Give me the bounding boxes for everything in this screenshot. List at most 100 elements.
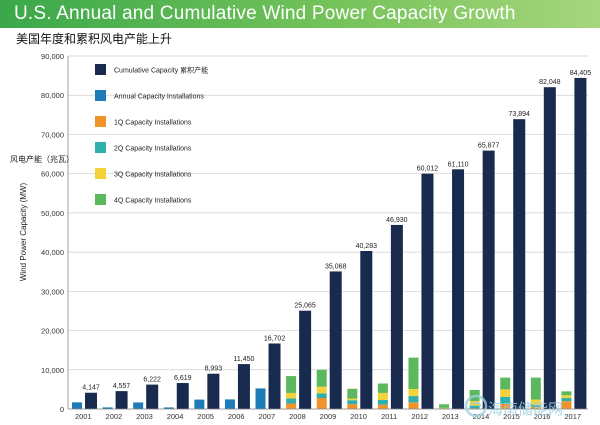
q3-bar-2008 bbox=[286, 392, 297, 399]
annual-bar-2003 bbox=[133, 402, 144, 409]
data-label-2016: 82,048 bbox=[539, 79, 561, 86]
x-tick-label: 2014 bbox=[473, 412, 490, 421]
x-tick-label: 2016 bbox=[534, 412, 551, 421]
data-label-2001: 4,147 bbox=[82, 385, 100, 392]
cumulative-bar-2001 bbox=[85, 392, 97, 409]
data-label-2003: 6,222 bbox=[143, 377, 161, 384]
legend-label-annual: Annual Capacity Installations bbox=[114, 94, 204, 101]
data-label-2007: 16,702 bbox=[264, 335, 286, 342]
q1-bar-2011 bbox=[377, 404, 388, 409]
q1-bar-2015 bbox=[500, 403, 511, 409]
x-tick-label: 2006 bbox=[228, 412, 245, 421]
x-tick-label: 2015 bbox=[503, 412, 520, 421]
cumulative-bar-2016 bbox=[543, 87, 556, 409]
legend-label-q4: 4Q Capacity Installations bbox=[114, 198, 192, 205]
y-tick-label: 70,000 bbox=[41, 130, 64, 139]
cumulative-bar-2003 bbox=[146, 384, 159, 409]
x-tick-label: 2002 bbox=[106, 412, 123, 421]
q2-bar-2017 bbox=[561, 398, 572, 402]
x-tick-label: 2010 bbox=[350, 412, 367, 421]
title-banner: U.S. Annual and Cumulative Wind Power Ca… bbox=[0, 0, 600, 28]
cumulative-bar-2005 bbox=[207, 373, 220, 409]
annual-bar-2007 bbox=[255, 388, 266, 409]
q4-bar-2017 bbox=[561, 391, 572, 396]
legend: Cumulative Capacity 累积产能 Annual Capacity … bbox=[95, 64, 208, 205]
q2-bar-2015 bbox=[500, 396, 511, 404]
data-label-2006: 11,450 bbox=[233, 356, 254, 363]
x-tick-label: 2011 bbox=[381, 412, 397, 421]
data-label-2017: 84,405 bbox=[570, 70, 592, 77]
q1-bar-2009 bbox=[316, 398, 327, 409]
cumulative-bar-2014 bbox=[482, 150, 495, 409]
cumulative-bar-2013 bbox=[452, 169, 465, 409]
q2-bar-2010 bbox=[347, 400, 358, 405]
q3-bar-2016 bbox=[530, 399, 541, 405]
x-tick-label: 2007 bbox=[258, 412, 275, 421]
x-tick-label: 2003 bbox=[136, 412, 153, 421]
q4-bar-2016 bbox=[530, 377, 541, 400]
q3-bar-2012 bbox=[408, 388, 419, 397]
q2-bar-2009 bbox=[316, 393, 327, 399]
y-tick-label: 80,000 bbox=[41, 91, 64, 100]
annual-bar-2006 bbox=[224, 399, 235, 409]
q4-bar-2010 bbox=[347, 388, 358, 399]
legend-label-q2: 2Q Capacity Installations bbox=[114, 146, 192, 153]
q1-bar-2016 bbox=[530, 406, 541, 409]
x-tick-label: 2013 bbox=[442, 412, 459, 421]
cumulative-bar-2010 bbox=[360, 251, 373, 409]
cumulative-bar-2008 bbox=[299, 310, 312, 409]
legend-swatch-q1 bbox=[95, 116, 106, 127]
legend-label-cumulative: Cumulative Capacity 累积产能 bbox=[114, 66, 208, 75]
q3-bar-2009 bbox=[316, 386, 327, 394]
data-label-2013: 61,110 bbox=[448, 161, 469, 168]
y-tick-label: 90,000 bbox=[41, 52, 64, 61]
cumulative-bar-2015 bbox=[513, 119, 526, 409]
q3-bar-2011 bbox=[377, 392, 388, 400]
data-label-2008: 25,065 bbox=[294, 303, 316, 310]
annual-bar-2002 bbox=[102, 407, 113, 409]
q3-bar-2010 bbox=[347, 398, 358, 401]
cumulative-bar-2012 bbox=[421, 173, 434, 409]
y-tick-label: 0 bbox=[60, 405, 64, 414]
cumulative-bar-2002 bbox=[115, 391, 128, 409]
data-label-2014: 65,877 bbox=[478, 143, 500, 150]
q1-bar-2017 bbox=[561, 401, 572, 409]
data-label-2002: 4,557 bbox=[113, 383, 131, 390]
q3-bar-2015 bbox=[500, 389, 511, 397]
y-tick-label: 40,000 bbox=[41, 248, 64, 257]
cumulative-bar-2009 bbox=[329, 271, 342, 409]
watermark-text: 海南储能网 bbox=[488, 401, 564, 418]
q1-bar-2008 bbox=[286, 403, 297, 409]
q4-bar-2009 bbox=[316, 369, 327, 387]
annual-bar-2005 bbox=[194, 399, 205, 409]
legend-label-q3: 3Q Capacity Installations bbox=[114, 172, 192, 179]
cumulative-bar-2011 bbox=[390, 224, 403, 409]
q1-bar-2010 bbox=[347, 404, 358, 409]
q2-bar-2016 bbox=[530, 404, 541, 407]
y-tick-label: 50,000 bbox=[41, 209, 64, 218]
page-title: U.S. Annual and Cumulative Wind Power Ca… bbox=[14, 3, 516, 24]
q4-bar-2011 bbox=[377, 383, 388, 393]
q4-bar-2012 bbox=[408, 357, 419, 389]
q3-bar-2017 bbox=[561, 395, 572, 399]
cumulative-bar-2007 bbox=[268, 343, 281, 409]
data-label-2009: 35,068 bbox=[325, 263, 347, 270]
q4-bar-2008 bbox=[286, 376, 297, 393]
legend-swatch-annual bbox=[95, 90, 106, 101]
data-label-2004: 6,619 bbox=[174, 375, 192, 382]
x-tick-label: 2017 bbox=[564, 412, 581, 421]
data-label-2010: 40,283 bbox=[356, 243, 378, 250]
q4-bar-2013 bbox=[439, 404, 450, 408]
annual-bar-2004 bbox=[163, 407, 174, 409]
q1-bar-2012 bbox=[408, 402, 419, 409]
watermark-logo bbox=[464, 394, 488, 418]
q2-bar-2008 bbox=[286, 398, 297, 404]
cumulative-bar-2017 bbox=[574, 77, 587, 410]
y-tick-label: 10,000 bbox=[41, 366, 64, 375]
x-tick-label: 2008 bbox=[289, 412, 306, 421]
legend-swatch-cumulative bbox=[95, 64, 106, 75]
x-tick-label: 2009 bbox=[320, 412, 337, 421]
x-tick-label: 2001 bbox=[75, 412, 92, 421]
axes: 0 10,000 20,000 30,000 40,000 50,000 60,000 70,… bbox=[41, 52, 588, 421]
